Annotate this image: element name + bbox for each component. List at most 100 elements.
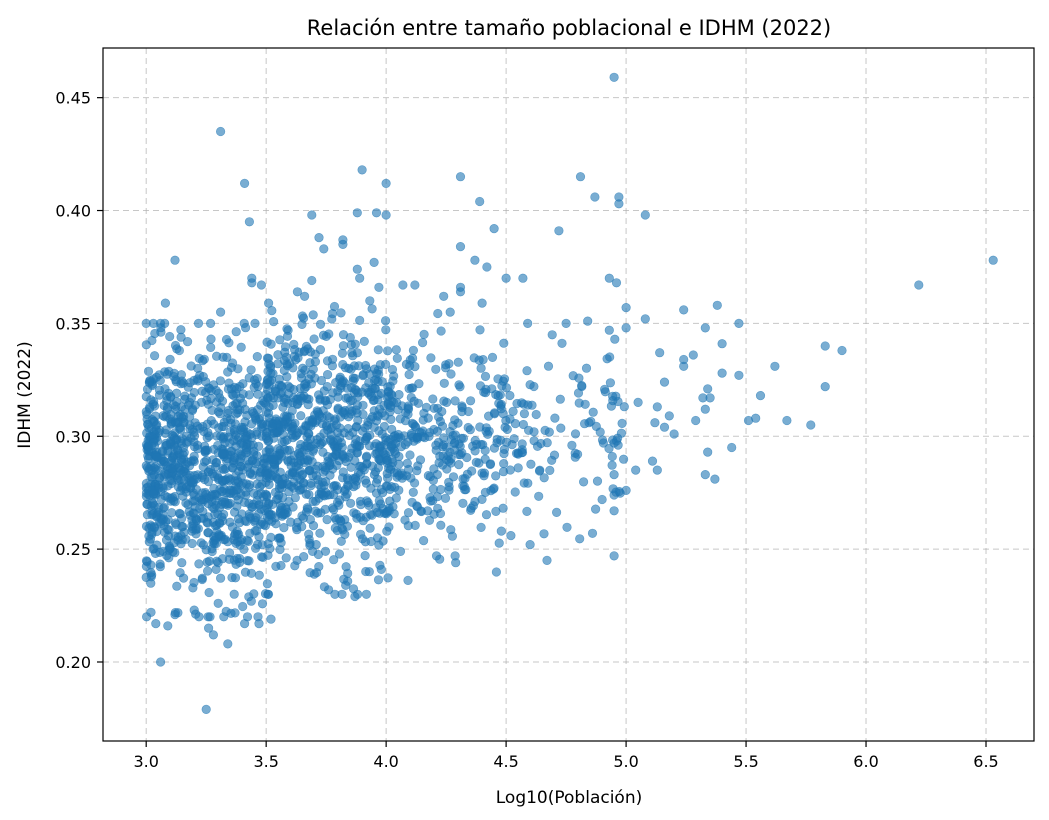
data-point bbox=[166, 478, 176, 489]
data-point bbox=[529, 381, 539, 392]
data-point bbox=[231, 409, 241, 419]
data-point bbox=[633, 397, 643, 408]
data-point bbox=[408, 345, 419, 356]
data-point bbox=[424, 515, 435, 525]
data-point bbox=[280, 347, 290, 357]
data-point bbox=[144, 378, 154, 388]
data-point bbox=[161, 425, 171, 435]
data-point bbox=[407, 418, 417, 429]
data-point bbox=[211, 495, 221, 506]
data-point bbox=[650, 418, 660, 428]
data-point bbox=[381, 359, 391, 370]
data-point bbox=[359, 336, 369, 347]
data-point bbox=[201, 704, 211, 715]
data-point bbox=[439, 378, 449, 388]
data-point bbox=[365, 296, 375, 306]
y-tick-label: 0.20 bbox=[55, 653, 91, 672]
data-point bbox=[621, 323, 631, 333]
data-point bbox=[363, 388, 373, 398]
data-point bbox=[522, 506, 532, 517]
data-point bbox=[412, 466, 422, 476]
data-point bbox=[203, 518, 213, 528]
data-point bbox=[263, 539, 273, 549]
data-point bbox=[403, 401, 413, 411]
data-point bbox=[389, 467, 400, 478]
data-point bbox=[489, 443, 500, 453]
data-point bbox=[318, 330, 329, 340]
data-point bbox=[147, 570, 157, 580]
data-point bbox=[543, 361, 554, 371]
data-point bbox=[218, 352, 228, 362]
data-point bbox=[727, 442, 737, 453]
data-point bbox=[240, 178, 250, 188]
data-point bbox=[189, 605, 199, 615]
data-point bbox=[300, 291, 310, 301]
data-point bbox=[480, 487, 491, 498]
y-tick-label: 0.40 bbox=[55, 202, 91, 221]
data-point bbox=[305, 358, 315, 368]
data-point bbox=[505, 390, 515, 401]
data-point bbox=[572, 449, 583, 459]
data-point bbox=[209, 380, 219, 390]
data-point bbox=[418, 338, 428, 348]
data-point bbox=[249, 382, 259, 393]
data-point bbox=[405, 361, 415, 371]
data-point bbox=[506, 530, 516, 541]
data-point bbox=[410, 478, 420, 488]
data-point bbox=[402, 458, 412, 469]
data-point bbox=[319, 428, 329, 438]
data-point bbox=[451, 558, 461, 568]
data-point bbox=[591, 421, 601, 432]
data-point bbox=[227, 463, 238, 473]
data-point bbox=[501, 383, 512, 393]
data-point bbox=[281, 553, 291, 563]
data-point bbox=[245, 528, 255, 539]
data-point bbox=[146, 607, 156, 617]
data-point bbox=[554, 226, 564, 236]
data-point bbox=[652, 402, 662, 412]
data-point bbox=[204, 623, 214, 633]
data-point bbox=[153, 466, 163, 476]
data-point bbox=[494, 538, 504, 548]
data-point bbox=[216, 573, 226, 583]
data-point bbox=[519, 409, 530, 419]
data-point bbox=[550, 413, 560, 423]
data-point bbox=[314, 561, 324, 572]
data-point bbox=[592, 476, 603, 486]
data-point bbox=[176, 486, 186, 496]
data-point bbox=[535, 465, 545, 475]
data-point bbox=[277, 382, 287, 392]
data-point bbox=[143, 366, 154, 376]
data-point bbox=[185, 420, 195, 430]
data-point bbox=[170, 255, 180, 265]
data-point bbox=[431, 551, 442, 561]
x-tick-label: 5.5 bbox=[733, 752, 758, 771]
data-point bbox=[320, 504, 331, 514]
data-point bbox=[551, 507, 562, 518]
data-point bbox=[276, 560, 286, 571]
data-point bbox=[358, 463, 368, 473]
data-point bbox=[219, 417, 229, 427]
data-point bbox=[173, 532, 183, 542]
data-point bbox=[223, 367, 233, 377]
data-point bbox=[477, 298, 487, 308]
data-point bbox=[539, 529, 549, 539]
data-point bbox=[154, 483, 164, 493]
data-point bbox=[233, 364, 243, 374]
data-point bbox=[567, 440, 577, 450]
data-point bbox=[513, 449, 523, 459]
data-point bbox=[700, 470, 710, 480]
data-point bbox=[254, 441, 264, 451]
data-point bbox=[206, 342, 216, 353]
data-point bbox=[350, 456, 360, 466]
data-point bbox=[441, 363, 451, 373]
data-point bbox=[348, 427, 358, 438]
data-point bbox=[328, 481, 339, 492]
data-point bbox=[442, 397, 452, 408]
data-point bbox=[194, 559, 204, 569]
data-point bbox=[505, 465, 515, 475]
data-point bbox=[254, 531, 264, 542]
data-point bbox=[587, 528, 598, 538]
data-point bbox=[361, 452, 372, 462]
data-point bbox=[619, 402, 629, 412]
